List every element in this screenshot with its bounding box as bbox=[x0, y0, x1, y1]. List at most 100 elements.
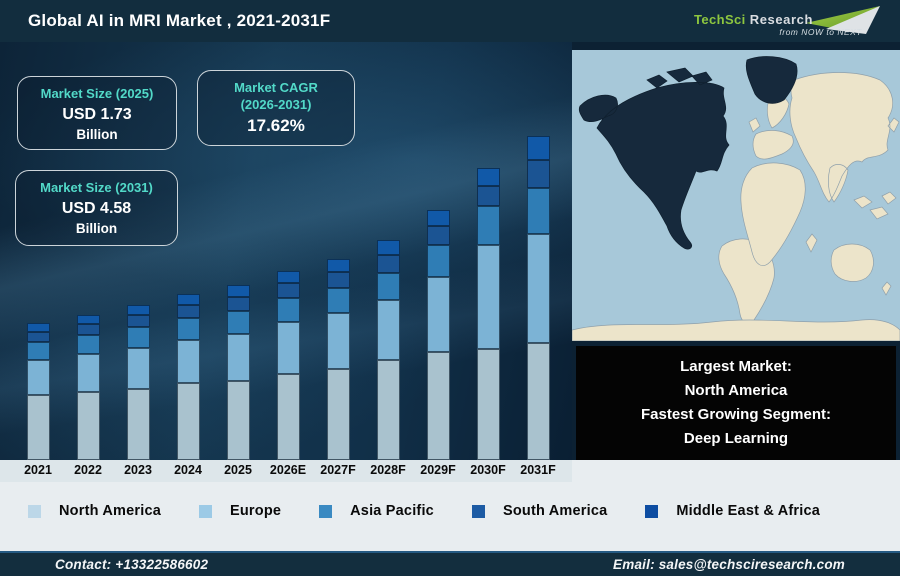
segment-north-america bbox=[426, 352, 450, 460]
segment-north-america bbox=[176, 383, 200, 460]
segment-europe bbox=[76, 354, 100, 392]
map-north-america-highlight bbox=[578, 56, 798, 250]
bar-2027f bbox=[326, 259, 350, 460]
year-label-2026e: 2026E bbox=[269, 463, 307, 477]
segment-south-america bbox=[126, 315, 150, 327]
map-africa bbox=[740, 162, 818, 266]
segment-north-america bbox=[76, 392, 100, 460]
segment-north-america bbox=[526, 343, 550, 460]
box-title: Market Size (2025) bbox=[40, 86, 154, 101]
bar-chart bbox=[0, 42, 572, 460]
highlight-line: Fastest Growing Segment: bbox=[640, 406, 832, 423]
right-panel: Largest Market: North America Fastest Gr… bbox=[571, 42, 900, 460]
legend-item-europe: Europe bbox=[198, 503, 282, 519]
segment-north-america bbox=[26, 395, 50, 460]
bar-2030f bbox=[476, 168, 500, 460]
logo-arrow-silver bbox=[826, 6, 880, 34]
bar-2022 bbox=[76, 315, 100, 460]
segment-middle-east-africa bbox=[76, 315, 100, 324]
segment-middle-east-africa bbox=[226, 285, 250, 297]
segment-europe bbox=[176, 340, 200, 383]
legend-item-north-america: North America bbox=[28, 503, 161, 519]
legend-label: North America bbox=[59, 503, 161, 519]
segment-north-america bbox=[476, 349, 500, 460]
segment-south-america bbox=[476, 186, 500, 206]
bar-2023 bbox=[126, 305, 150, 460]
highlight-line: North America bbox=[684, 382, 788, 399]
segment-asia-pacific bbox=[376, 273, 400, 300]
legend-swatch-north-america bbox=[28, 504, 41, 518]
segment-south-america bbox=[376, 255, 400, 273]
segment-asia-pacific bbox=[126, 327, 150, 348]
segment-asia-pacific bbox=[426, 245, 450, 277]
segment-middle-east-africa bbox=[26, 323, 50, 332]
segment-north-america bbox=[326, 369, 350, 460]
logo-brand-secondary: Research bbox=[749, 12, 814, 27]
segment-asia-pacific bbox=[476, 206, 500, 245]
segment-north-america bbox=[126, 389, 150, 460]
segment-europe bbox=[526, 234, 550, 343]
segment-asia-pacific bbox=[226, 311, 250, 334]
segment-europe bbox=[276, 322, 300, 374]
market-size-2031-box: Market Size (2031) USD 4.58 Billion bbox=[15, 170, 178, 246]
map-antarctica bbox=[571, 319, 900, 342]
segment-north-america bbox=[226, 381, 250, 460]
footer-bar: Contact: +13322586602 Email: sales@techs… bbox=[0, 551, 900, 576]
segment-south-america bbox=[426, 226, 450, 245]
segment-north-america bbox=[376, 360, 400, 460]
segment-europe bbox=[326, 313, 350, 369]
segment-south-america bbox=[176, 305, 200, 318]
legend-swatch-asia-pacific bbox=[319, 504, 333, 518]
highlight-line: Deep Learning bbox=[683, 430, 789, 447]
legend-item-middle-east-africa: Middle East & Africa bbox=[645, 503, 820, 519]
segment-south-america bbox=[526, 160, 550, 188]
segment-asia-pacific bbox=[26, 342, 50, 360]
box-value: USD 4.58 bbox=[61, 200, 132, 217]
segment-asia-pacific bbox=[326, 288, 350, 313]
legend-swatch-south-america bbox=[471, 504, 485, 518]
segment-europe bbox=[26, 360, 50, 395]
legend-swatch-europe bbox=[198, 504, 212, 518]
chart-legend: North America Europe Asia Pacific South Ame… bbox=[0, 496, 900, 526]
segment-europe bbox=[476, 245, 500, 349]
box-unit: Billion bbox=[75, 221, 118, 236]
largest-market-box: Largest Market: North America Fastest Gr… bbox=[576, 346, 896, 460]
segment-asia-pacific bbox=[76, 335, 100, 354]
footer-email: Email: sales@techsciresearch.com bbox=[613, 557, 845, 572]
legend-label: Europe bbox=[229, 503, 282, 519]
legend-swatch-middle-east-africa bbox=[645, 504, 659, 518]
page-title: Global AI in MRI Market , 2021-2031F bbox=[28, 11, 331, 30]
segment-europe bbox=[226, 334, 250, 381]
legend-label: South America bbox=[502, 503, 608, 519]
map-australia bbox=[830, 243, 892, 296]
year-label-2025: 2025 bbox=[224, 463, 252, 477]
header-bar: Global AI in MRI Market , 2021-2031F Tec… bbox=[0, 0, 900, 42]
segment-europe bbox=[376, 300, 400, 360]
legend-item-asia-pacific: Asia Pacific bbox=[319, 503, 434, 519]
logo-tagline: from NOW to NEXT bbox=[779, 27, 862, 37]
year-label-2028f: 2028F bbox=[370, 463, 406, 477]
segment-asia-pacific bbox=[176, 318, 200, 340]
segment-middle-east-africa bbox=[176, 294, 200, 305]
segment-south-america bbox=[326, 272, 350, 288]
bar-2029f bbox=[426, 210, 450, 460]
footer-contact: Contact: +13322586602 bbox=[55, 557, 209, 572]
year-label-2029f: 2029F bbox=[420, 463, 456, 477]
market-cagr-box: Market CAGR (2026-2031) 17.62% bbox=[197, 70, 355, 146]
segment-south-america bbox=[276, 283, 300, 298]
box-title: Market Size (2031) bbox=[40, 180, 153, 195]
box-unit: Billion bbox=[76, 127, 118, 142]
segment-middle-east-africa bbox=[126, 305, 150, 315]
segment-europe bbox=[126, 348, 150, 389]
year-label-2024: 2024 bbox=[174, 463, 202, 477]
box-value: 17.62% bbox=[247, 116, 305, 135]
highlight-line: Largest Market: bbox=[680, 358, 792, 375]
bar-2024 bbox=[176, 294, 200, 460]
year-label-2022: 2022 bbox=[74, 463, 102, 477]
logo-brand-primary: TechSci bbox=[694, 12, 746, 27]
bar-2025 bbox=[226, 285, 250, 460]
bar-2031f bbox=[526, 136, 550, 460]
segment-middle-east-africa bbox=[276, 271, 300, 283]
legend-label: Asia Pacific bbox=[350, 503, 434, 519]
